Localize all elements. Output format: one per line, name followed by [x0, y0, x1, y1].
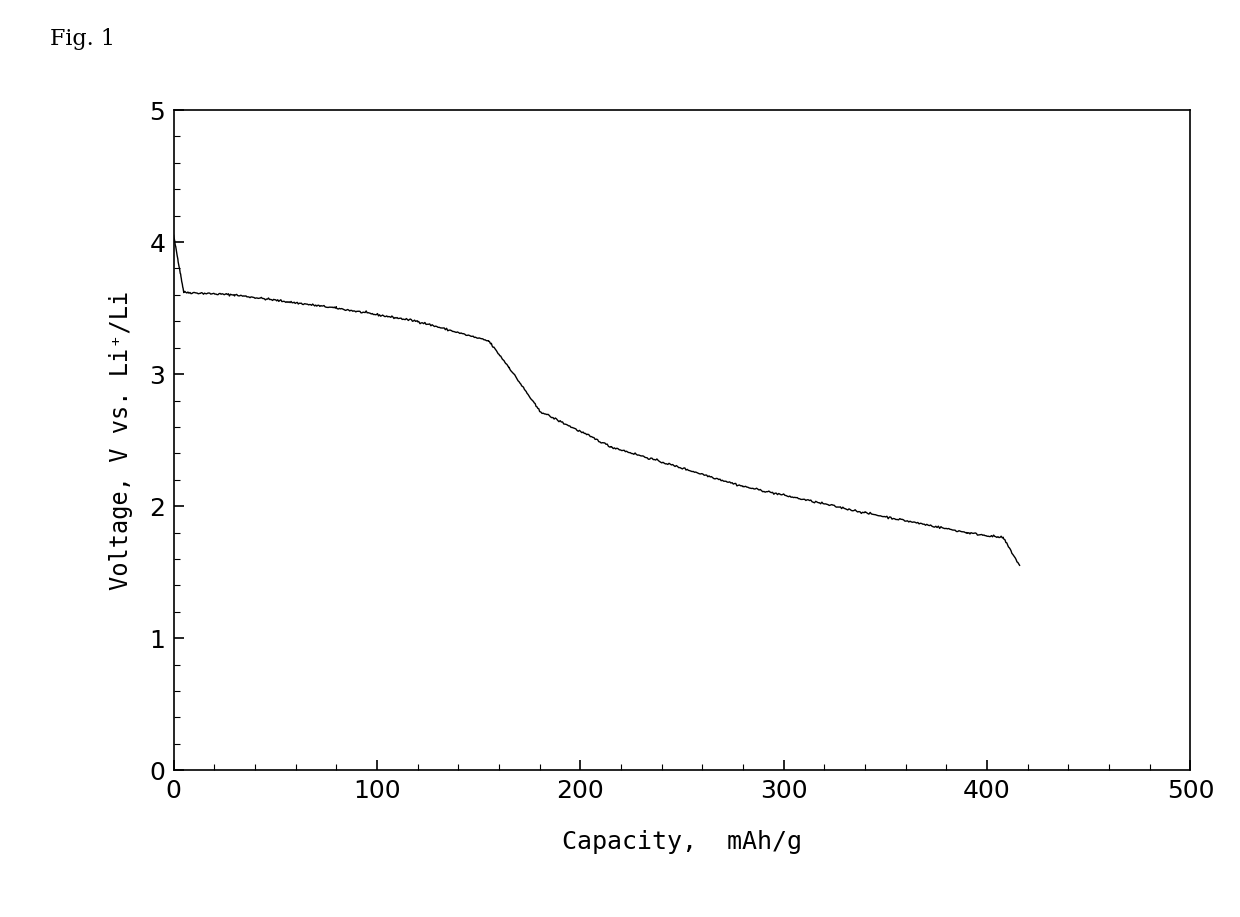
- X-axis label: Capacity,  mAh/g: Capacity, mAh/g: [562, 831, 802, 855]
- Y-axis label: Voltage, V vs. Li⁺/Li: Voltage, V vs. Li⁺/Li: [109, 291, 133, 590]
- Text: Fig. 1: Fig. 1: [50, 28, 114, 50]
